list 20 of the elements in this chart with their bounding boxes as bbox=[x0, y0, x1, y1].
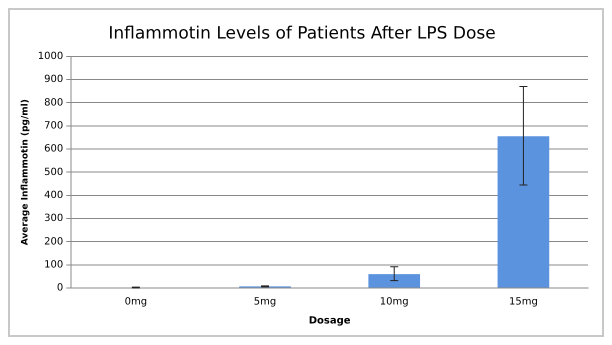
y-tick-label: 700 bbox=[44, 120, 64, 132]
y-tick-label: 100 bbox=[44, 259, 64, 270]
chart-title: Inflammotin Levels of Patients After LPS Dose bbox=[108, 24, 496, 44]
x-tick-label: 15mg bbox=[508, 296, 538, 308]
y-tick-label: 500 bbox=[44, 166, 64, 178]
x-tick-label: 0mg bbox=[124, 296, 148, 308]
x-axis-title: Dosage bbox=[308, 316, 351, 327]
y-tick-label: 300 bbox=[44, 213, 64, 224]
y-axis-title: Average Inflammotin (pg/ml) bbox=[20, 99, 31, 246]
y-tick-label: 900 bbox=[44, 74, 64, 86]
bar bbox=[368, 274, 420, 288]
y-tick-label: 800 bbox=[44, 97, 64, 108]
y-tick-label: 600 bbox=[44, 144, 64, 155]
y-tick-label: 1000 bbox=[38, 50, 64, 62]
x-tick-label: 10mg bbox=[380, 296, 409, 308]
y-tick-label: 400 bbox=[44, 190, 64, 201]
y-tick-label: 200 bbox=[44, 236, 64, 248]
bar bbox=[498, 136, 550, 288]
x-tick-label: 5mg bbox=[254, 296, 276, 308]
y-tick-label: 0 bbox=[56, 282, 64, 294]
